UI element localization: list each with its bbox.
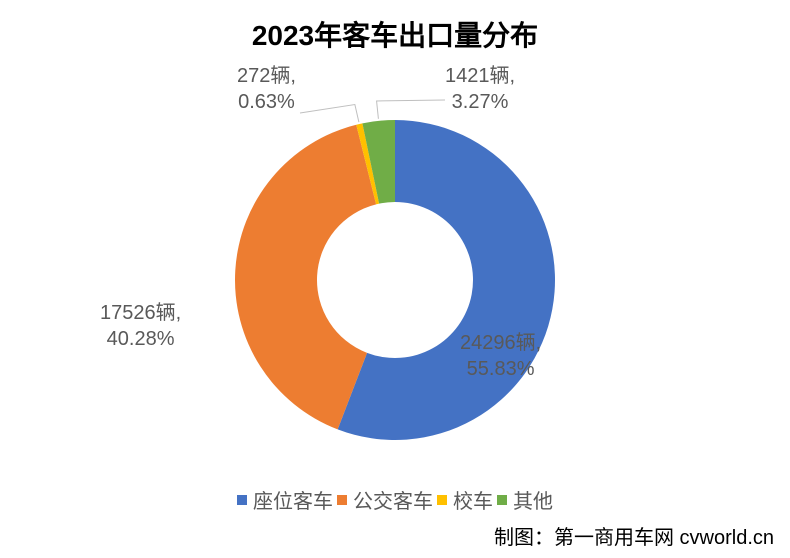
- slice-label-2: 272辆, 0.63%: [237, 63, 296, 115]
- chart-credit: 制图：第一商用车网 cvworld.cn: [494, 521, 774, 550]
- slice-label-3: 1421辆, 3.27%: [445, 63, 515, 115]
- chart-legend: 座位客车公交客车校车其他: [0, 485, 790, 514]
- slice-公交客车: [235, 125, 376, 430]
- leader-line: [377, 100, 445, 119]
- legend-item-座位客车: 座位客车: [237, 485, 333, 514]
- slice-label-0: 24296辆, 55.83%: [460, 330, 541, 382]
- legend-item-校车: 校车: [437, 485, 493, 514]
- legend-swatch: [337, 495, 347, 505]
- legend-label: 其他: [513, 485, 553, 514]
- legend-swatch: [437, 495, 447, 505]
- legend-label: 公交客车: [353, 485, 433, 514]
- legend-label: 校车: [453, 485, 493, 514]
- chart-container: { "chart": { "type": "donut", "title": "…: [0, 0, 790, 558]
- legend-swatch: [237, 495, 247, 505]
- slice-label-1: 17526辆, 40.28%: [100, 300, 181, 352]
- leader-line: [300, 105, 359, 123]
- legend-item-其他: 其他: [497, 485, 553, 514]
- legend-label: 座位客车: [253, 485, 333, 514]
- donut-chart-svg: [0, 0, 790, 558]
- legend-item-公交客车: 公交客车: [337, 485, 433, 514]
- legend-swatch: [497, 495, 507, 505]
